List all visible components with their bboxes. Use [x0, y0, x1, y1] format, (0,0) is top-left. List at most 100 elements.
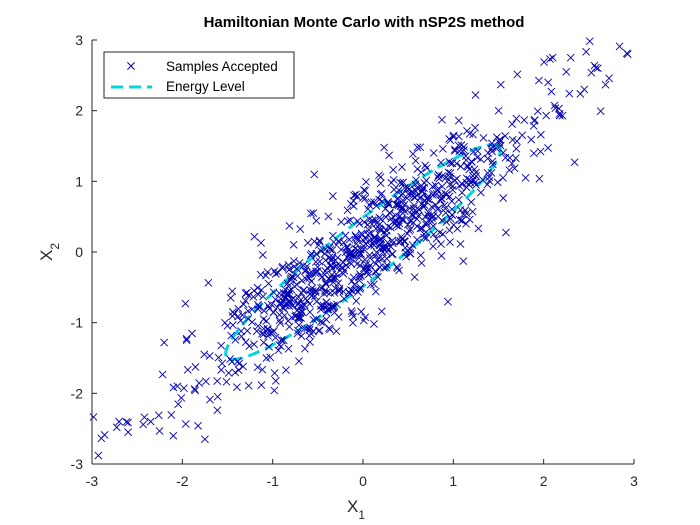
- sample-point: [601, 80, 610, 89]
- sample-point: [214, 353, 223, 362]
- sample-point: [155, 427, 164, 435]
- sample-point: [488, 143, 497, 151]
- sample-point: [546, 55, 554, 63]
- sample-point: [124, 428, 133, 437]
- sample-point: [363, 220, 372, 229]
- sample-point: [495, 138, 504, 147]
- sample-point: [413, 208, 421, 216]
- sample-point: [411, 156, 420, 165]
- sample-point: [331, 284, 340, 293]
- sample-point: [533, 107, 542, 116]
- sample-point: [221, 318, 229, 327]
- sample-point: [309, 315, 318, 324]
- sample-point: [536, 147, 545, 156]
- sample-point: [249, 292, 258, 301]
- sample-point: [409, 150, 417, 158]
- sample-point: [483, 180, 492, 189]
- sample-point: [347, 277, 356, 285]
- sample-point: [324, 212, 333, 221]
- sample-point: [373, 273, 382, 281]
- sample-point: [446, 159, 455, 168]
- sample-point: [335, 238, 344, 247]
- sample-point: [408, 187, 416, 196]
- sample-point: [622, 49, 631, 58]
- legend-label-samples: Samples Accepted: [166, 59, 278, 74]
- sample-point: [218, 359, 227, 368]
- sample-point: [427, 211, 436, 220]
- sample-point: [244, 381, 253, 390]
- sample-point: [234, 304, 243, 313]
- sample-point: [463, 126, 471, 135]
- x-ticks: -3 -2 -1 0 1 2 3: [86, 459, 638, 489]
- sample-point: [289, 240, 298, 249]
- sample-point: [250, 232, 259, 241]
- sample-point: [405, 245, 414, 254]
- sample-point: [287, 274, 295, 283]
- sample-point: [460, 142, 468, 151]
- sample-point: [348, 318, 357, 327]
- sample-point: [544, 78, 553, 87]
- sample-point: [264, 279, 273, 288]
- sample-point: [420, 184, 428, 192]
- sample-point: [424, 211, 433, 220]
- sample-point: [405, 226, 414, 235]
- sample-point: [270, 369, 279, 378]
- sample-point: [417, 168, 426, 177]
- sample-point: [462, 209, 471, 218]
- sample-point: [456, 240, 465, 248]
- sample-point: [370, 280, 378, 289]
- sample-point: [200, 435, 209, 444]
- sample-point: [259, 338, 268, 347]
- sample-point: [285, 322, 294, 331]
- sample-point: [454, 116, 463, 125]
- sample-point: [173, 382, 182, 391]
- sample-point: [421, 161, 430, 170]
- sample-point: [253, 283, 262, 292]
- sample-point: [373, 256, 382, 264]
- sample-point: [375, 220, 384, 229]
- sample-point: [422, 234, 431, 242]
- sample-point: [502, 228, 510, 237]
- sample-point: [315, 326, 324, 335]
- sample-point: [529, 149, 538, 158]
- sample-point: [293, 306, 301, 315]
- sample-point: [512, 144, 521, 153]
- sample-point: [424, 195, 433, 204]
- sample-point: [422, 220, 431, 229]
- sample-point: [355, 276, 364, 285]
- sample-point: [270, 386, 279, 395]
- sample-point: [311, 258, 320, 266]
- sample-point: [396, 178, 405, 187]
- sample-point: [410, 201, 419, 210]
- sample-point: [307, 249, 316, 258]
- sample-point: [357, 307, 366, 316]
- sample-point: [366, 280, 375, 289]
- sample-point: [154, 411, 163, 420]
- sample-point: [367, 198, 376, 207]
- sample-point: [285, 265, 294, 274]
- sample-point: [311, 269, 320, 278]
- sample-point: [205, 352, 214, 360]
- sample-point: [370, 320, 378, 328]
- sample-point: [169, 431, 178, 440]
- sample-point: [413, 222, 421, 231]
- sample-point: [364, 270, 373, 279]
- sample-point: [413, 143, 422, 152]
- sample-point: [306, 269, 314, 278]
- sample-point: [305, 274, 314, 283]
- sample-point: [269, 308, 278, 317]
- sample-point: [372, 248, 381, 257]
- sample-point: [496, 80, 505, 89]
- sample-point: [428, 182, 437, 191]
- sample-point: [343, 206, 352, 215]
- sample-point: [403, 194, 411, 203]
- sample-point: [388, 236, 397, 245]
- sample-point: [372, 202, 381, 210]
- sample-point: [381, 204, 390, 213]
- sample-point: [429, 222, 438, 231]
- sample-point: [444, 297, 452, 306]
- sample-point: [139, 420, 148, 429]
- y-tick-label: 2: [75, 103, 83, 119]
- y-tick-label: 3: [75, 32, 83, 48]
- sample-point: [435, 174, 444, 183]
